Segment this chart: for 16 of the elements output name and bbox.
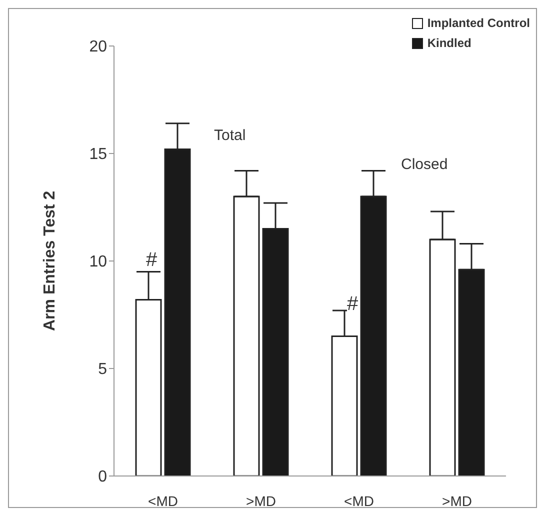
annotation: # <box>146 249 158 271</box>
legend-label: Implanted Control <box>427 15 530 32</box>
annotation: Total <box>214 127 246 144</box>
x-tick-label: >MD <box>246 492 276 509</box>
legend-label: Kindled <box>427 35 472 52</box>
y-tick-label: 0 <box>98 468 108 486</box>
y-tick-label: 5 <box>98 361 108 378</box>
x-tick-label: >MD <box>442 492 472 509</box>
y-tick-label: 10 <box>89 254 108 271</box>
annotation: # <box>347 293 358 315</box>
annotation: Closed <box>401 156 448 173</box>
y-tick-label: 20 <box>89 38 108 56</box>
y-axis-title: Arm Entries Test 2 <box>42 190 59 331</box>
x-tick-label: <MD <box>148 492 178 509</box>
x-tick-label: <MD <box>344 492 374 509</box>
y-tick-label: 15 <box>89 146 108 164</box>
